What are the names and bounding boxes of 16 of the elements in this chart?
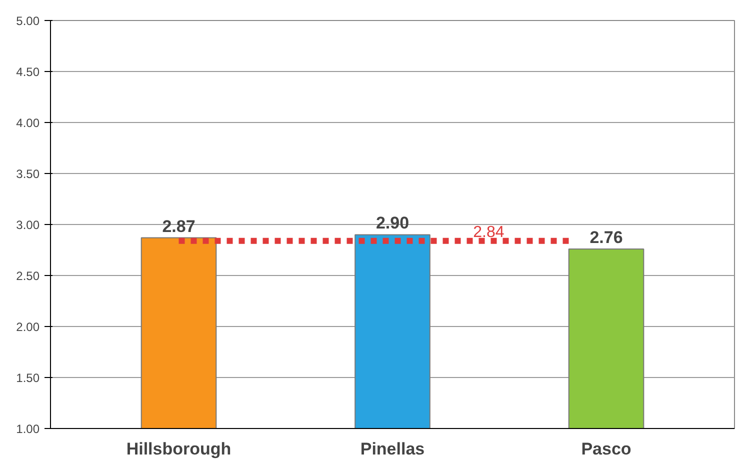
y-tick-label: 3.00 — [16, 218, 40, 232]
y-tick-label: 1.50 — [16, 371, 40, 385]
y-tick-label: 4.00 — [16, 116, 40, 130]
y-tick-label: 1.00 — [16, 422, 40, 436]
x-tick-label: Pinellas — [360, 440, 425, 458]
data-label: 2.90 — [376, 214, 410, 233]
x-tick-label: Hillsborough — [126, 440, 232, 458]
y-tick-label: 3.50 — [16, 167, 40, 181]
data-label: 2.87 — [162, 216, 196, 236]
ref-line-label: 2.84 — [473, 224, 504, 241]
y-tick-label: 2.00 — [16, 320, 40, 334]
y-tick-label: 4.50 — [16, 65, 40, 79]
x-tick-label: Pasco — [581, 440, 632, 458]
data-label: 2.76 — [590, 228, 623, 247]
y-tick-label: 2.50 — [16, 269, 40, 283]
y-tick-label: 5.00 — [16, 14, 40, 28]
